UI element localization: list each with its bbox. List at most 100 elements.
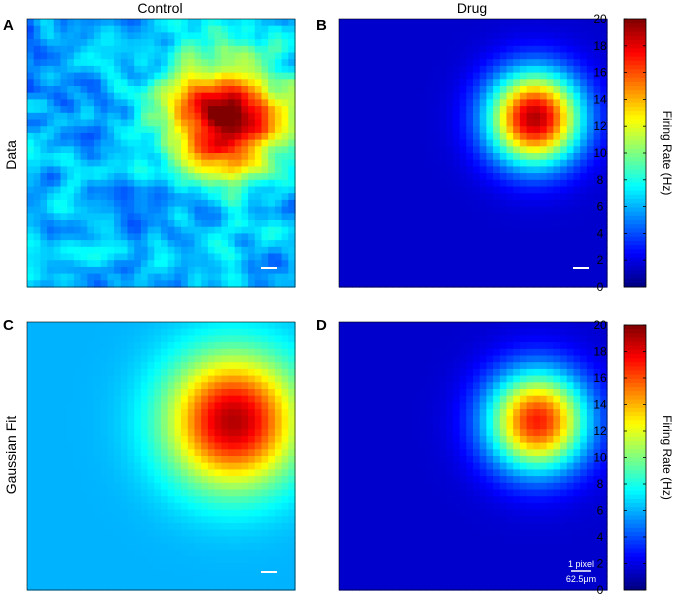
heatmap-cell-c bbox=[154, 509, 162, 517]
heatmap-cell-b bbox=[586, 246, 595, 255]
heatmap-cell-a bbox=[214, 199, 222, 208]
heatmap-cell-a bbox=[80, 226, 88, 234]
heatmap-cell-b bbox=[493, 266, 501, 275]
heatmap-cell-a bbox=[140, 59, 149, 67]
heatmap-cell-a bbox=[268, 86, 276, 94]
heatmap-cell-c bbox=[80, 422, 88, 430]
heatmap-cell-a bbox=[288, 220, 296, 228]
heatmap-cell-b bbox=[406, 139, 414, 147]
heatmap-cell-c bbox=[134, 348, 142, 357]
heatmap-cell-c bbox=[201, 362, 209, 370]
heatmap-cell-a bbox=[228, 233, 236, 241]
heatmap-cell-a bbox=[40, 173, 48, 181]
heatmap-cell-a bbox=[107, 39, 115, 47]
heatmap-cell-c bbox=[87, 362, 95, 370]
heatmap-cell-a bbox=[228, 79, 236, 87]
heatmap-cell-a bbox=[80, 253, 88, 261]
heatmap-cell-a bbox=[73, 206, 82, 214]
heatmap-cell-b bbox=[580, 112, 588, 121]
heatmap-cell-c bbox=[254, 523, 263, 531]
heatmap-cell-c bbox=[140, 348, 149, 357]
heatmap-cell-a bbox=[154, 25, 162, 33]
heatmap-cell-b bbox=[339, 153, 347, 161]
heatmap-cell-b bbox=[499, 99, 508, 107]
heatmap-cell-c bbox=[40, 476, 48, 484]
heatmap-cell-b bbox=[566, 166, 575, 174]
heatmap-cell-b bbox=[406, 179, 414, 188]
heatmap-cell-c bbox=[228, 382, 236, 390]
heatmap-cell-a bbox=[221, 92, 229, 100]
heatmap-cell-b bbox=[526, 260, 534, 268]
heatmap-cell-b bbox=[526, 126, 534, 134]
heatmap-cell-a bbox=[181, 32, 189, 40]
heatmap-cell-c bbox=[248, 489, 256, 497]
heatmap-cell-c bbox=[120, 556, 129, 564]
heatmap-cell-b bbox=[519, 193, 528, 201]
heatmap-cell-d bbox=[359, 402, 367, 410]
heatmap-cell-b bbox=[406, 266, 414, 275]
heatmap-cell-b bbox=[432, 199, 441, 208]
heatmap-cell-a bbox=[281, 25, 289, 33]
heatmap-cell-c bbox=[174, 489, 182, 497]
heatmap-cell-a bbox=[174, 253, 182, 261]
heatmap-cell-b bbox=[479, 193, 487, 201]
heatmap-cell-a bbox=[73, 213, 82, 221]
heatmap-cell-b bbox=[359, 72, 367, 80]
heatmap-cell-b bbox=[580, 206, 588, 214]
heatmap-cell-b bbox=[473, 112, 481, 121]
heatmap-cell-c bbox=[174, 482, 182, 491]
heatmap-cell-b bbox=[499, 139, 508, 147]
heatmap-cell-d bbox=[359, 348, 367, 357]
heatmap-cell-c bbox=[107, 342, 115, 350]
heatmap-cell-b bbox=[446, 32, 454, 40]
heatmap-cell-a bbox=[47, 193, 55, 201]
heatmap-cell-a bbox=[87, 159, 95, 167]
heatmap-cell-c bbox=[147, 476, 155, 484]
heatmap-cell-b bbox=[473, 79, 481, 87]
heatmap-cell-a bbox=[261, 153, 269, 161]
heatmap-cell-b bbox=[479, 59, 487, 67]
heatmap-cell-b bbox=[345, 59, 353, 67]
heatmap-cell-b bbox=[486, 220, 494, 228]
heatmap-cell-b bbox=[600, 99, 608, 107]
heatmap-cell-d bbox=[339, 476, 347, 484]
heatmap-cell-c bbox=[228, 322, 236, 330]
heatmap-cell-c bbox=[134, 489, 142, 497]
heatmap-cell-a bbox=[194, 213, 202, 221]
heatmap-cell-c bbox=[40, 322, 48, 330]
heatmap-cell-b bbox=[533, 179, 541, 188]
heatmap-cell-b bbox=[359, 92, 367, 100]
heatmap-cell-a bbox=[174, 126, 182, 134]
heatmap-cell-c bbox=[33, 509, 41, 517]
heatmap-cell-b bbox=[479, 240, 487, 248]
heatmap-cell-a bbox=[94, 253, 102, 261]
heatmap-cell-c bbox=[140, 409, 149, 417]
heatmap-cell-a bbox=[40, 132, 48, 141]
heatmap-cell-b bbox=[352, 65, 360, 74]
heatmap-cell-b bbox=[385, 213, 394, 221]
heatmap-cell-a bbox=[221, 86, 229, 94]
heatmap-cell-c bbox=[187, 389, 196, 397]
heatmap-cell-c bbox=[161, 362, 169, 370]
heatmap-cell-a bbox=[167, 86, 175, 94]
heatmap-cell-b bbox=[486, 280, 494, 288]
heatmap-cell-c bbox=[241, 509, 249, 517]
heatmap-cell-c bbox=[201, 368, 209, 377]
heatmap-cell-c bbox=[174, 422, 182, 430]
heatmap-cell-c bbox=[214, 382, 222, 390]
heatmap-cell-b bbox=[385, 193, 394, 201]
heatmap-cell-a bbox=[174, 72, 182, 80]
heatmap-cell-b bbox=[553, 186, 561, 194]
heatmap-cell-a bbox=[107, 273, 115, 281]
heatmap-cell-a bbox=[248, 273, 256, 281]
heatmap-cell-d bbox=[359, 342, 367, 350]
heatmap-cell-a bbox=[100, 99, 108, 107]
heatmap-cell-a bbox=[167, 153, 175, 161]
heatmap-cell-c bbox=[194, 342, 202, 350]
heatmap-cell-a bbox=[181, 39, 189, 47]
heatmap-cell-a bbox=[254, 132, 263, 141]
heatmap-cell-c bbox=[194, 348, 202, 357]
heatmap-cell-b bbox=[553, 240, 561, 248]
heatmap-cell-d bbox=[352, 496, 360, 504]
heatmap-cell-a bbox=[127, 52, 135, 60]
